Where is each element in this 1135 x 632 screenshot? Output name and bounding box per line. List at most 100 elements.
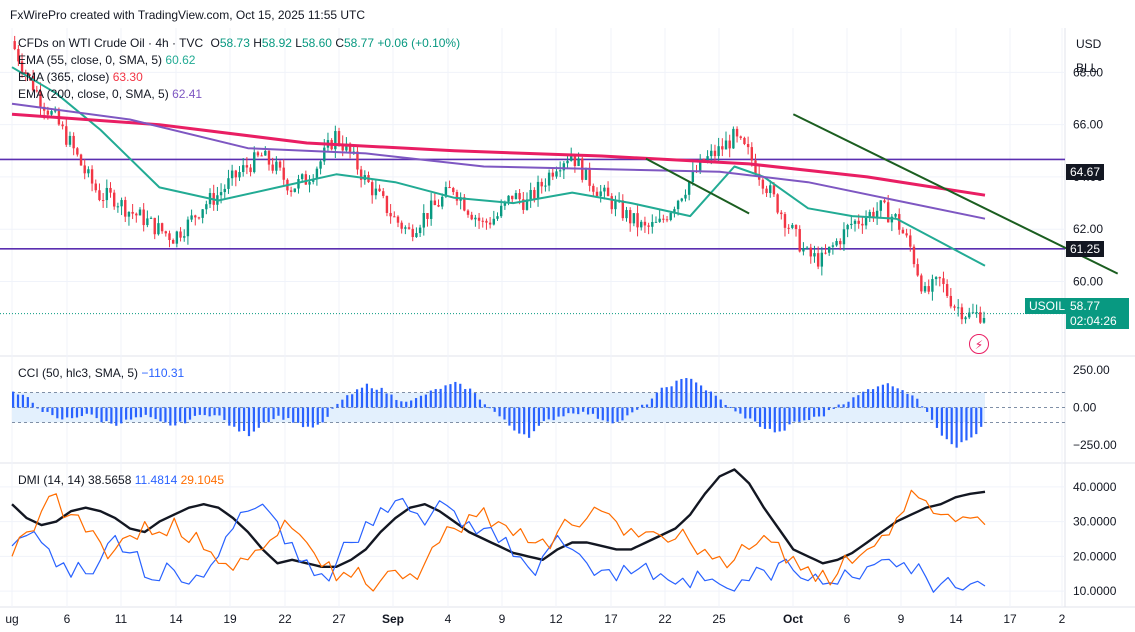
cci-bar — [503, 407, 506, 420]
cci-bar — [837, 404, 840, 408]
candle-body — [94, 183, 97, 191]
cci-bar — [424, 394, 427, 408]
candle-body — [890, 216, 894, 223]
currency-label[interactable]: USD — [1076, 37, 1102, 51]
cci-bar — [960, 407, 963, 443]
candle-body — [518, 193, 521, 200]
candle-body — [50, 111, 53, 115]
candle-body — [101, 200, 105, 202]
symbol-tag[interactable]: USOIL — [1025, 298, 1070, 314]
candle-body — [547, 172, 551, 186]
cci-tick-label: −250.00 — [1073, 438, 1117, 452]
candle-body — [754, 160, 757, 174]
cci-bar — [896, 388, 899, 408]
open-value: 58.73 — [219, 36, 250, 50]
cci-bar — [518, 407, 521, 434]
price-tick-label: 66.00 — [1073, 118, 1103, 132]
candle-body — [219, 192, 223, 196]
x-tick-label: 11 — [115, 612, 128, 626]
candle-body — [418, 227, 422, 234]
candle-body — [724, 140, 728, 150]
candle-body — [68, 135, 72, 145]
cci-bar — [881, 384, 885, 408]
chart-axes: 68.0066.0064.0062.0060.00250.000.00−250.… — [1073, 65, 1117, 598]
candle-body — [488, 222, 492, 225]
candle-body — [791, 224, 794, 228]
cci-bar — [193, 407, 197, 416]
ema55-legend[interactable]: EMA (55, close, 0, SMA, 5) 60.62 — [18, 53, 195, 67]
ema-line — [11, 112, 986, 197]
candle-body — [853, 220, 857, 224]
cci-bar — [513, 407, 516, 431]
candle-body — [912, 246, 916, 265]
cci-bar — [793, 407, 796, 422]
ema55-label: EMA (55, close, 0, SMA, 5) — [18, 53, 163, 67]
candle-body — [260, 155, 263, 157]
candle-body — [54, 110, 57, 112]
candle-body — [603, 187, 606, 192]
unit-label[interactable]: BLL — [1076, 61, 1098, 75]
dmi-label: DMI (14, 14) — [18, 473, 85, 487]
plus-di-value: 29.1045 — [180, 473, 224, 487]
candle-body — [334, 131, 337, 150]
cci-bar — [940, 407, 943, 436]
cci-bar — [110, 407, 113, 424]
cci-bar — [650, 398, 654, 408]
cci-bar — [272, 407, 275, 420]
candle-body — [448, 187, 451, 189]
candle-body — [901, 229, 905, 234]
time-axis[interactable]: ug 6 11 14 19 22 27 Sep 4 9 12 17 22 25 Oct 6 9 14 17 2 — [5, 612, 1065, 626]
cci-bar — [808, 407, 811, 421]
cci-bar — [257, 407, 260, 428]
candle-body — [359, 169, 363, 180]
candle-body — [39, 90, 42, 107]
price-pane[interactable] — [0, 35, 1119, 325]
cci-bar — [120, 407, 123, 424]
x-tick-label: Sep — [382, 612, 404, 626]
cci-bar — [252, 407, 255, 432]
ema200-legend[interactable]: EMA (200, close, 0, SMA, 5) 62.41 — [18, 87, 202, 101]
candle-body — [514, 193, 518, 200]
candle-body — [183, 236, 186, 238]
candle-body — [393, 216, 396, 218]
cci-bar — [901, 390, 904, 408]
cci-bar — [621, 407, 624, 421]
candle-body — [20, 61, 24, 73]
candle-body — [87, 169, 90, 174]
cci-bar — [813, 407, 816, 417]
candle-body — [544, 185, 547, 187]
cci-pane[interactable] — [12, 378, 1065, 448]
cci-bar — [223, 407, 226, 420]
cci-bar — [876, 386, 880, 408]
candle-body — [739, 136, 742, 138]
cci-bar — [321, 407, 324, 423]
dmi-legend[interactable]: DMI (14, 14) 38.5658 11.4814 29.1045 — [18, 473, 224, 487]
candle-body — [400, 222, 403, 229]
candle-body — [356, 151, 359, 170]
ema365-legend[interactable]: EMA (365, close) 63.30 — [18, 70, 143, 84]
candle-body — [968, 312, 971, 318]
cci-bar — [297, 407, 300, 423]
symbol-legend[interactable]: CFDs on WTI Crude Oil · 4h · TVC O58.73 … — [18, 36, 460, 50]
candle-body — [687, 181, 691, 195]
candle-body — [370, 182, 374, 196]
cci-bar — [267, 407, 270, 423]
lightning-icon[interactable]: ⚡ — [969, 334, 989, 354]
cci-bar — [56, 407, 59, 419]
cci-bar — [26, 397, 29, 408]
cci-legend[interactable]: CCI (50, hlc3, SMA, 5) −110.31 — [18, 366, 184, 380]
x-tick-label: 9 — [898, 612, 905, 626]
dmi-pane[interactable] — [11, 468, 986, 593]
low-label: L — [295, 36, 302, 50]
cci-bar — [454, 381, 457, 408]
dmi-tick-label: 10.0000 — [1073, 584, 1117, 598]
candle-body — [186, 219, 190, 237]
cci-bar — [360, 387, 364, 408]
dmi-tick-label: 40.0000 — [1073, 480, 1117, 494]
price-tick-label: 62.00 — [1073, 222, 1103, 236]
candle-body — [507, 195, 510, 202]
cci-bar — [572, 407, 575, 414]
candle-body — [864, 217, 868, 226]
candle-body — [942, 278, 945, 285]
